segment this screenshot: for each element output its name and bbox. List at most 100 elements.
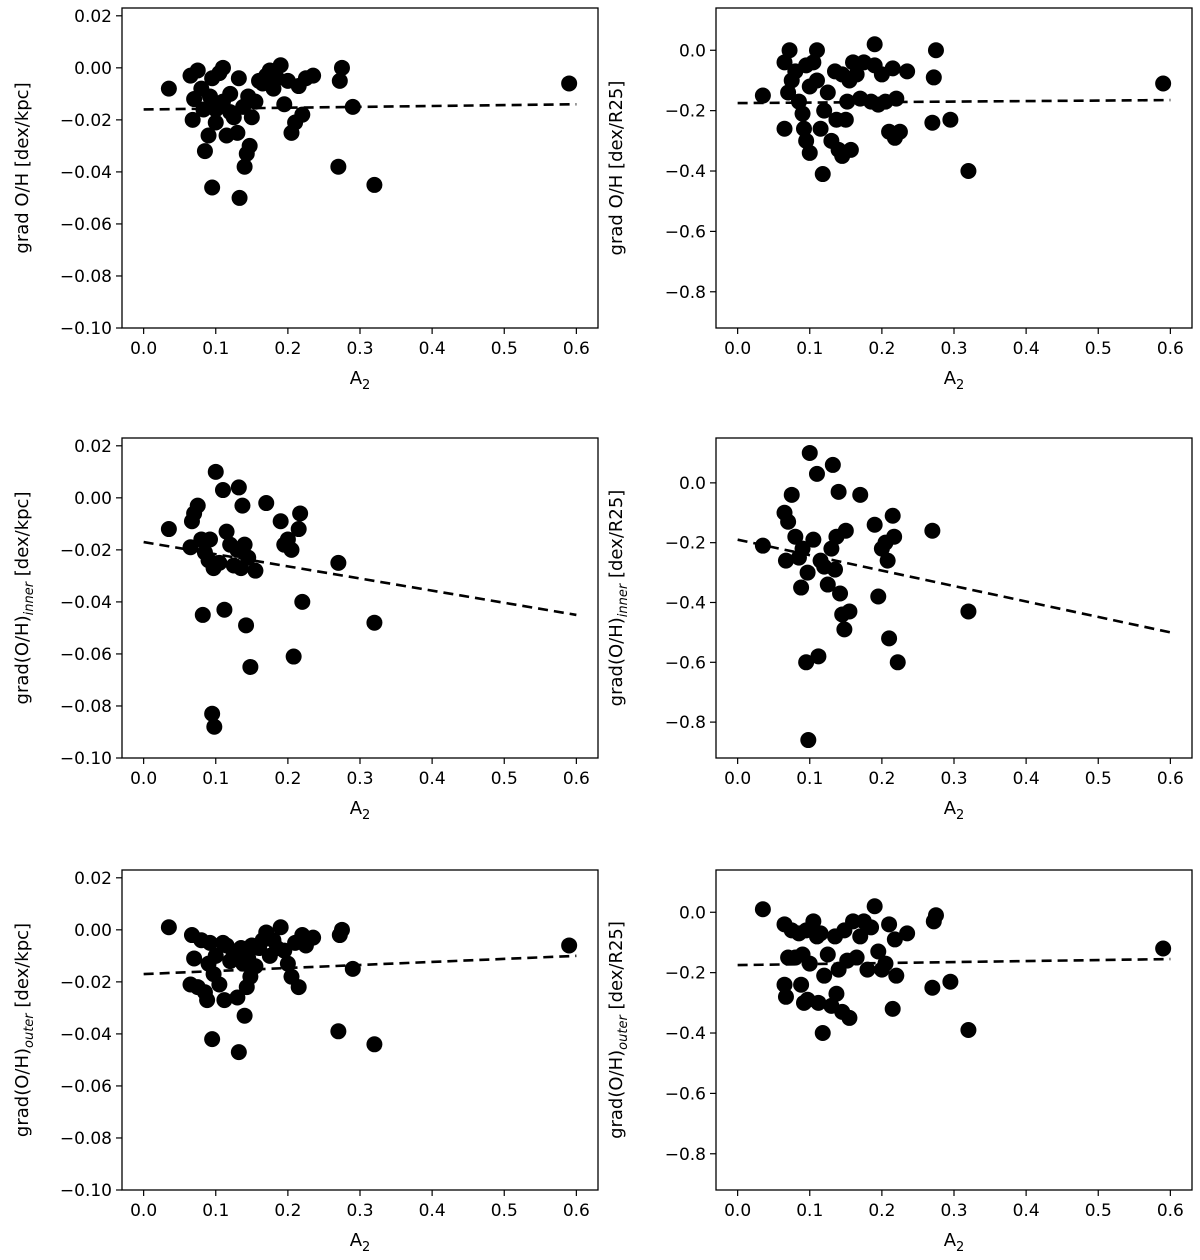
panel-5: 0.0 0.1 0.2 0.3 0.4 0.5 0.6 0.02 0.00 −0.02 −0.04 −… <box>12 869 599 1255</box>
data-point <box>828 985 845 1002</box>
data-point <box>294 106 311 123</box>
data-point <box>899 63 916 80</box>
data-point <box>870 588 887 605</box>
y-tick-label: −0.6 <box>665 653 706 673</box>
data-point <box>800 732 817 749</box>
y-tick-label: −0.08 <box>60 1129 112 1149</box>
data-point <box>199 992 216 1009</box>
x-tick-label: 0.5 <box>1085 769 1112 789</box>
data-point <box>236 1007 253 1024</box>
data-point <box>204 705 221 722</box>
data-point <box>814 1025 831 1042</box>
data-point <box>561 75 578 92</box>
fit-line <box>737 98 1171 105</box>
data-point <box>832 585 849 602</box>
data-point <box>881 916 898 933</box>
data-point <box>754 901 771 918</box>
data-point <box>801 144 818 161</box>
x-tick-label: 0.1 <box>202 339 229 359</box>
y-tick-label: 0.00 <box>74 489 112 509</box>
data-point <box>819 84 836 101</box>
data-point <box>852 486 869 503</box>
x-axis-label: A2 <box>350 798 371 823</box>
data-point <box>816 102 833 119</box>
data-point <box>801 444 818 461</box>
data-point <box>160 80 177 97</box>
x-tick-label: 0.4 <box>419 1201 446 1221</box>
data-point <box>204 1031 221 1048</box>
data-point <box>366 614 383 631</box>
data-point <box>889 654 906 671</box>
y-tick-label: 0.0 <box>679 474 706 494</box>
data-point <box>793 579 810 596</box>
data-point <box>888 967 905 984</box>
data-point <box>333 59 350 76</box>
data-point <box>942 973 959 990</box>
data-point <box>204 179 221 196</box>
data-point <box>808 465 825 482</box>
y-tick-label: −0.04 <box>60 1025 112 1045</box>
data-point <box>805 531 822 548</box>
y-tick-label: −0.06 <box>60 645 112 665</box>
x-tick-label: 0.0 <box>130 769 157 789</box>
data-point <box>852 928 869 945</box>
data-point <box>236 536 253 553</box>
data-point <box>812 925 829 942</box>
y-tick-label: −0.08 <box>60 267 112 287</box>
data-point <box>827 561 843 578</box>
data-point <box>780 84 797 101</box>
fit-line <box>143 102 577 111</box>
x-axis-label: A2 <box>944 1230 965 1255</box>
data-point <box>189 62 206 79</box>
x-tick-label: 0.0 <box>130 1201 157 1221</box>
y-tick-label: −0.8 <box>665 283 706 303</box>
data-point <box>924 114 941 131</box>
data-point <box>290 979 307 996</box>
data-point <box>859 961 876 978</box>
x-axis-label: A2 <box>944 368 965 393</box>
fit-line <box>143 954 577 976</box>
data-point <box>787 528 804 545</box>
x-tick-label: 0.1 <box>796 769 823 789</box>
x-tick-label: 0.4 <box>419 769 446 789</box>
data-point <box>960 603 977 620</box>
data-point <box>837 522 854 539</box>
y-axis-label: grad(O/H)outer [dex/kpc] <box>12 923 37 1137</box>
data-point <box>879 552 896 569</box>
data-point <box>211 554 228 571</box>
data-point <box>247 93 264 110</box>
x-tick-label: 0.3 <box>940 1201 967 1221</box>
data-point <box>795 120 812 137</box>
fit-line <box>737 957 1171 967</box>
data-point <box>863 919 880 936</box>
data-point <box>195 101 212 118</box>
data-point <box>236 158 253 175</box>
x-tick-label: 0.4 <box>1013 339 1040 359</box>
data-point <box>201 934 218 951</box>
x-tick-label: 0.4 <box>419 339 446 359</box>
data-point <box>942 111 959 128</box>
y-tick-label: −0.02 <box>60 973 112 993</box>
y-tick-label: −0.2 <box>665 102 706 122</box>
data-point <box>819 576 836 593</box>
data-point <box>240 549 257 566</box>
data-point <box>870 943 887 960</box>
data-point <box>238 617 255 634</box>
y-tick-label: −0.04 <box>60 593 112 613</box>
data-point <box>899 925 916 942</box>
data-point <box>790 93 807 110</box>
data-point <box>783 486 800 503</box>
y-tick-label: −0.4 <box>665 1024 706 1044</box>
data-point <box>794 540 811 557</box>
data-point <box>830 483 847 500</box>
x-tick-label: 0.2 <box>274 339 301 359</box>
data-point <box>184 111 201 128</box>
data-point <box>794 105 811 122</box>
y-axis-label: grad(O/H)outer [dex/R25] <box>606 921 631 1139</box>
panel-6: 0.0 0.1 0.2 0.3 0.4 0.5 0.6 0.0 −0.2 −0.4 −0.6 −0.8… <box>606 869 1193 1255</box>
panel-3: 0.0 0.1 0.2 0.3 0.4 0.5 0.6 0.02 0.00 −0.02 −0.04 −… <box>12 437 599 823</box>
data-point <box>241 137 258 154</box>
data-point <box>292 505 309 522</box>
x-tick-label: 0.2 <box>868 339 895 359</box>
